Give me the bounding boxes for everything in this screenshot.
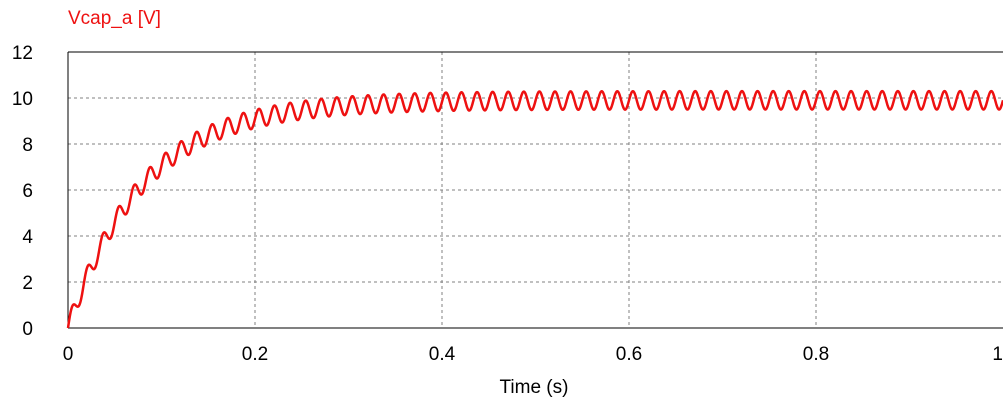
x-axis-ticks: 0 0.2 0.4 0.6 0.8 1 [63,344,1003,365]
x-tick-label: 0 [63,344,74,365]
grid [68,52,1003,328]
y-tick-label: 0 [22,319,33,340]
series-line-vcap-a [66,89,1003,329]
y-tick-label: 12 [12,43,33,64]
series-title: Vcap_a [V] [68,8,161,29]
y-axis-ticks: 0 2 4 6 8 10 12 [12,43,34,340]
y-tick-label: 4 [22,227,33,248]
x-tick-label: 1 [992,344,1003,365]
x-tick-label: 0.2 [242,344,268,365]
x-tick-label: 0.6 [616,344,642,365]
y-tick-label: 8 [22,135,33,156]
x-axis-label: Time (s) [500,377,569,398]
plot-frame [67,51,1003,329]
y-tick-label: 2 [22,273,33,294]
series-layer [66,89,1003,329]
y-tick-label: 6 [22,181,33,202]
x-tick-label: 0.8 [803,344,829,365]
y-tick-label: 10 [12,89,33,110]
x-tick-label: 0.4 [429,344,456,365]
